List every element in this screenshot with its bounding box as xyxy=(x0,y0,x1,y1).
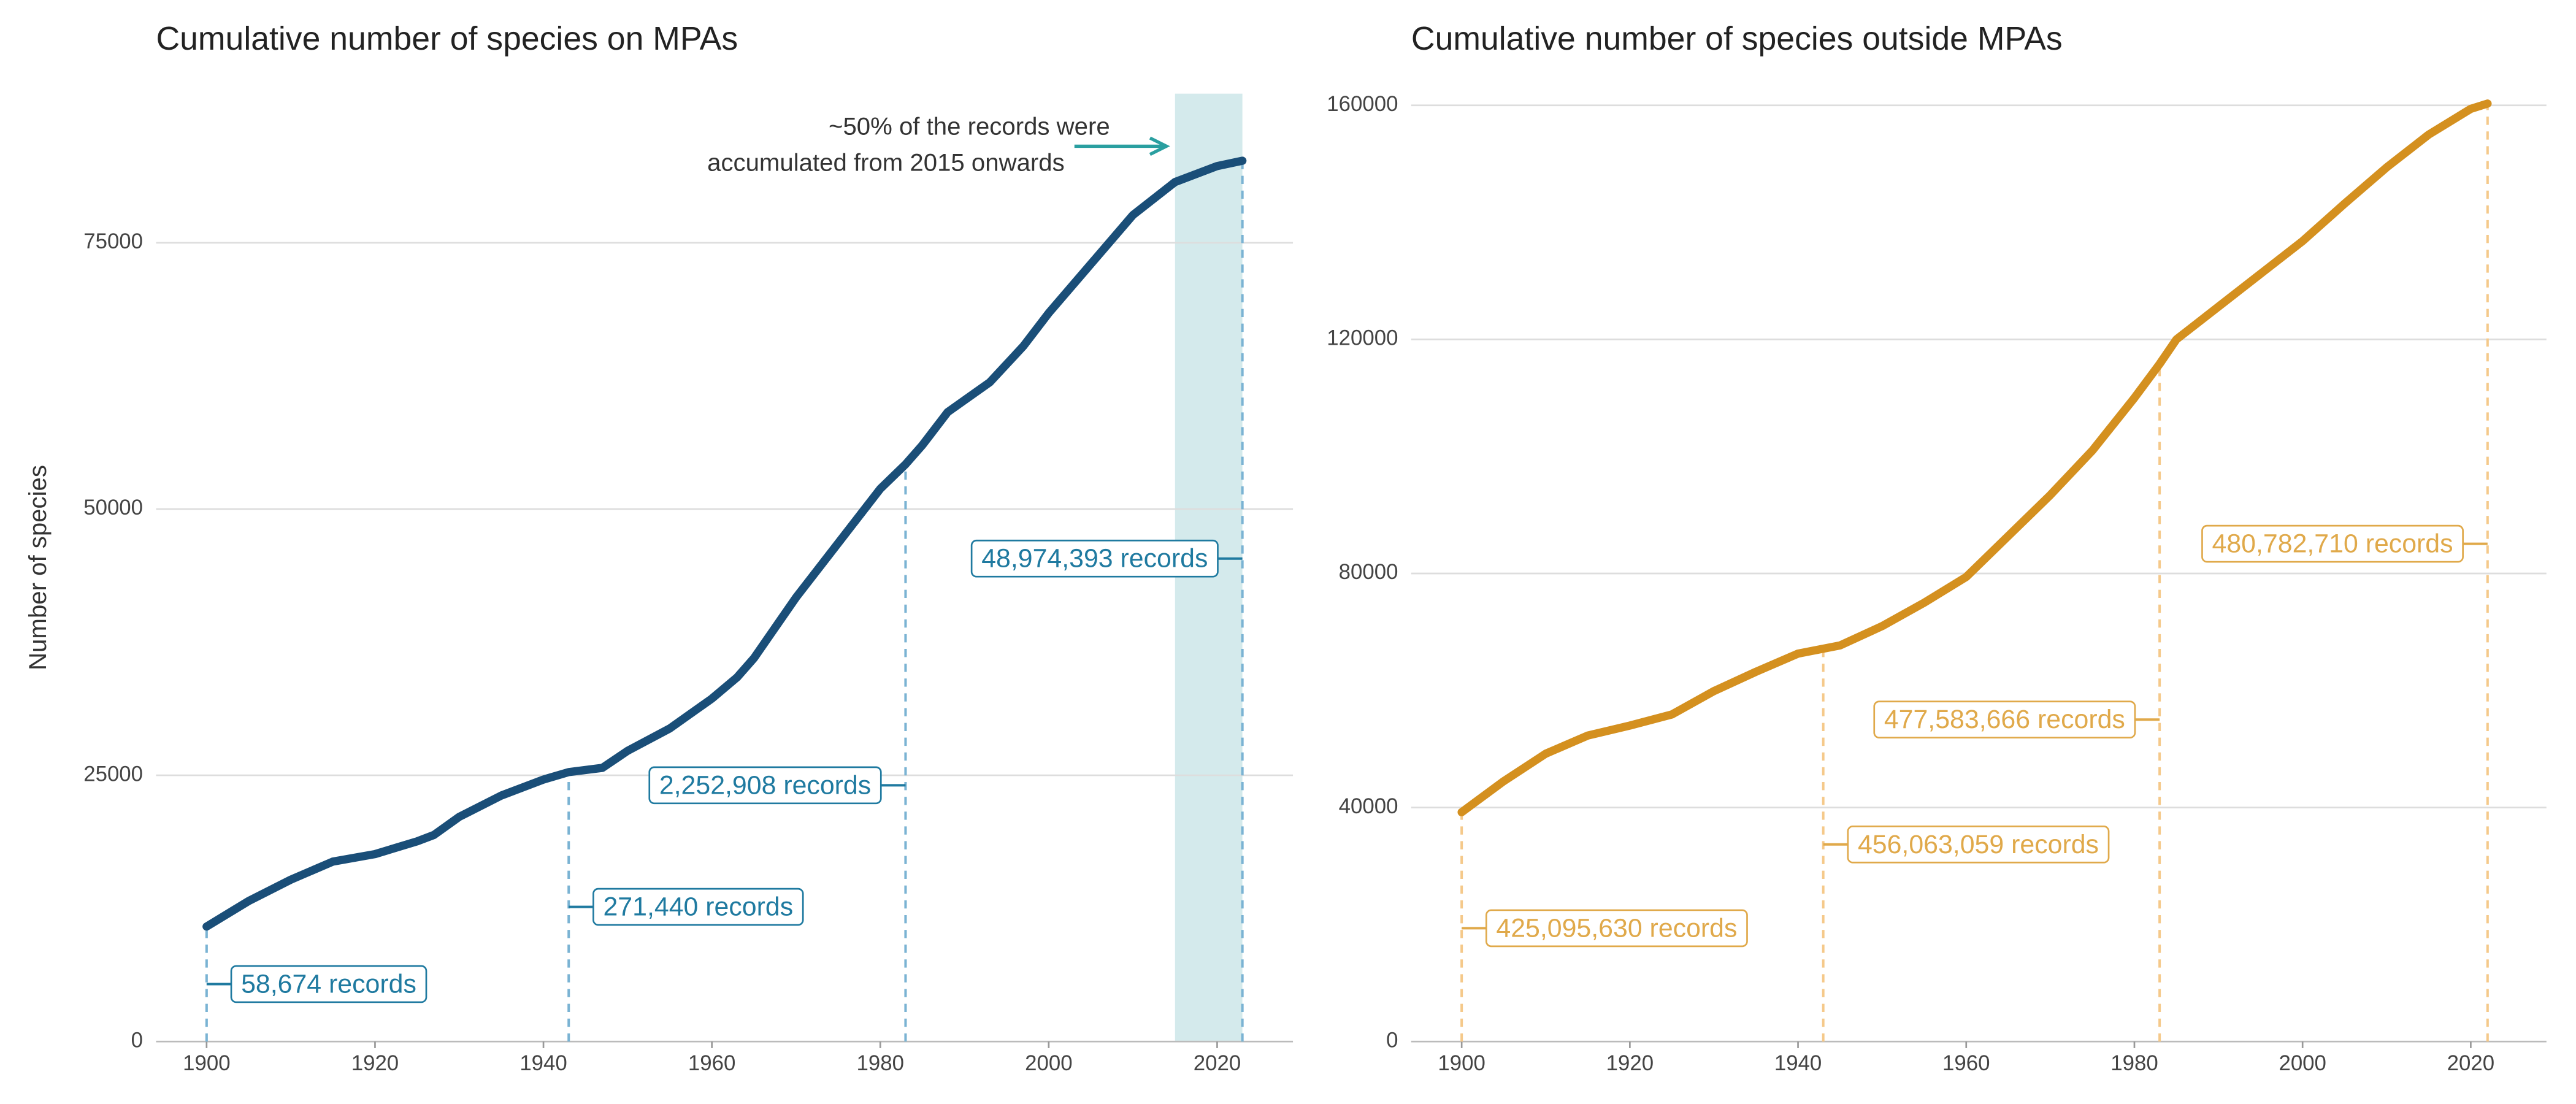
annotation-text: 456,063,059 records xyxy=(1858,830,2099,859)
label-box xyxy=(1485,909,1748,948)
annotation-text: 480,782,710 records xyxy=(2212,529,2453,559)
x-tick-label: 2000 xyxy=(2279,1051,2326,1075)
x-tick-label: 1980 xyxy=(2110,1051,2158,1075)
y-tick-label: 75000 xyxy=(83,229,143,253)
x-tick-label: 1920 xyxy=(1606,1051,1654,1075)
x-tick-label: 2020 xyxy=(2447,1051,2494,1075)
x-tick-label: 1940 xyxy=(1774,1051,1822,1075)
x-tick-label: 1900 xyxy=(1438,1051,1485,1075)
highlight-note: ~50% of the records were xyxy=(829,113,1110,140)
y-tick-label: 50000 xyxy=(83,496,143,519)
y-tick-label: 25000 xyxy=(83,762,143,786)
note-arrowhead xyxy=(1149,136,1170,156)
annotation-text: 48,974,393 records xyxy=(981,544,1208,573)
annotation-text: 2,252,908 records xyxy=(659,770,871,800)
annotation-text: 271,440 records xyxy=(603,892,793,922)
y-tick-label: 0 xyxy=(1386,1028,1398,1052)
highlight-note: accumulated from 2015 onwards xyxy=(707,148,1065,176)
chart-title: Cumulative number of species on MPAs xyxy=(156,21,738,57)
label-box xyxy=(2201,524,2464,563)
annotation-label: 456,063,059 records xyxy=(1847,825,2110,864)
annotation-label: 480,782,710 records xyxy=(2201,524,2464,563)
y-tick-label: 120000 xyxy=(1327,326,1398,350)
label-box xyxy=(592,887,804,926)
x-tick-label: 1900 xyxy=(183,1051,230,1075)
x-tick-label: 1960 xyxy=(688,1051,735,1075)
x-tick-label: 1980 xyxy=(857,1051,904,1075)
annotation-label: 425,095,630 records xyxy=(1485,909,1748,948)
annotation-label: 58,674 records xyxy=(230,965,427,1003)
y-tick-label: 40000 xyxy=(1339,794,1398,818)
y-tick-label: 0 xyxy=(131,1028,143,1052)
label-box xyxy=(230,965,427,1003)
annotation-text: 425,095,630 records xyxy=(1496,913,1737,943)
line xyxy=(1457,99,2492,816)
annotation-text: 58,674 records xyxy=(241,969,416,999)
x-tick-label: 1940 xyxy=(519,1051,567,1075)
x-tick-label: 2000 xyxy=(1025,1051,1072,1075)
annotation-label: 48,974,393 records xyxy=(970,539,1219,578)
annotation-text: 477,583,666 records xyxy=(1884,705,2125,734)
annotation-label: 477,583,666 records xyxy=(1873,700,2136,739)
label-box xyxy=(970,539,1219,578)
y-tick-label: 160000 xyxy=(1327,92,1398,116)
label-box xyxy=(1873,700,2136,739)
label-box xyxy=(1847,825,2110,864)
y-axis-label: Number of species xyxy=(24,465,52,670)
x-tick-label: 1920 xyxy=(351,1051,399,1075)
x-tick-label: 2020 xyxy=(1194,1051,1241,1075)
y-tick-label: 80000 xyxy=(1339,560,1398,584)
line xyxy=(202,156,1247,931)
chart-title: Cumulative number of species outside MPA… xyxy=(1411,21,2063,57)
label-box xyxy=(648,766,882,805)
x-tick-label: 1960 xyxy=(1942,1051,1990,1075)
annotation-label: 2,252,908 records xyxy=(648,766,882,805)
annotation-label: 271,440 records xyxy=(592,887,804,926)
